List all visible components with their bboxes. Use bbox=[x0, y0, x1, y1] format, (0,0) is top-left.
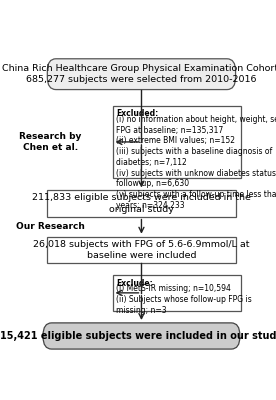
Text: China Rich Healthcare Group Physical Examination Cohort,
685,277 subjects were s: China Rich Healthcare Group Physical Exa… bbox=[2, 64, 276, 84]
Text: Our Research: Our Research bbox=[16, 222, 85, 231]
FancyBboxPatch shape bbox=[113, 106, 241, 178]
Text: Excluded:: Excluded: bbox=[116, 110, 159, 118]
Text: Research by
Chen et al.: Research by Chen et al. bbox=[19, 132, 82, 152]
Text: (i) MetS-IR missing; n=10,594
(ii) Subjects whose follow-up FPG is
missing; n=3: (i) MetS-IR missing; n=10,594 (ii) Subje… bbox=[116, 284, 252, 315]
Text: 26,018 subjects with FPG of 5.6-6.9mmol/L at
baseline were included: 26,018 subjects with FPG of 5.6-6.9mmol/… bbox=[33, 240, 250, 260]
FancyBboxPatch shape bbox=[47, 190, 236, 217]
Text: 15,421 eligible subjects were included in our study: 15,421 eligible subjects were included i… bbox=[0, 331, 276, 341]
FancyBboxPatch shape bbox=[47, 59, 236, 90]
FancyBboxPatch shape bbox=[43, 323, 240, 349]
FancyBboxPatch shape bbox=[113, 275, 241, 310]
Text: Exclude:: Exclude: bbox=[116, 279, 153, 288]
Text: (i) no information about height, weight, sex,
FPG at baseline; n=135,317
(ii) ex: (i) no information about height, weight,… bbox=[116, 115, 276, 210]
Text: 211,833 eligible subjects were included in the
original study: 211,833 eligible subjects were included … bbox=[32, 194, 251, 214]
FancyBboxPatch shape bbox=[47, 237, 236, 263]
